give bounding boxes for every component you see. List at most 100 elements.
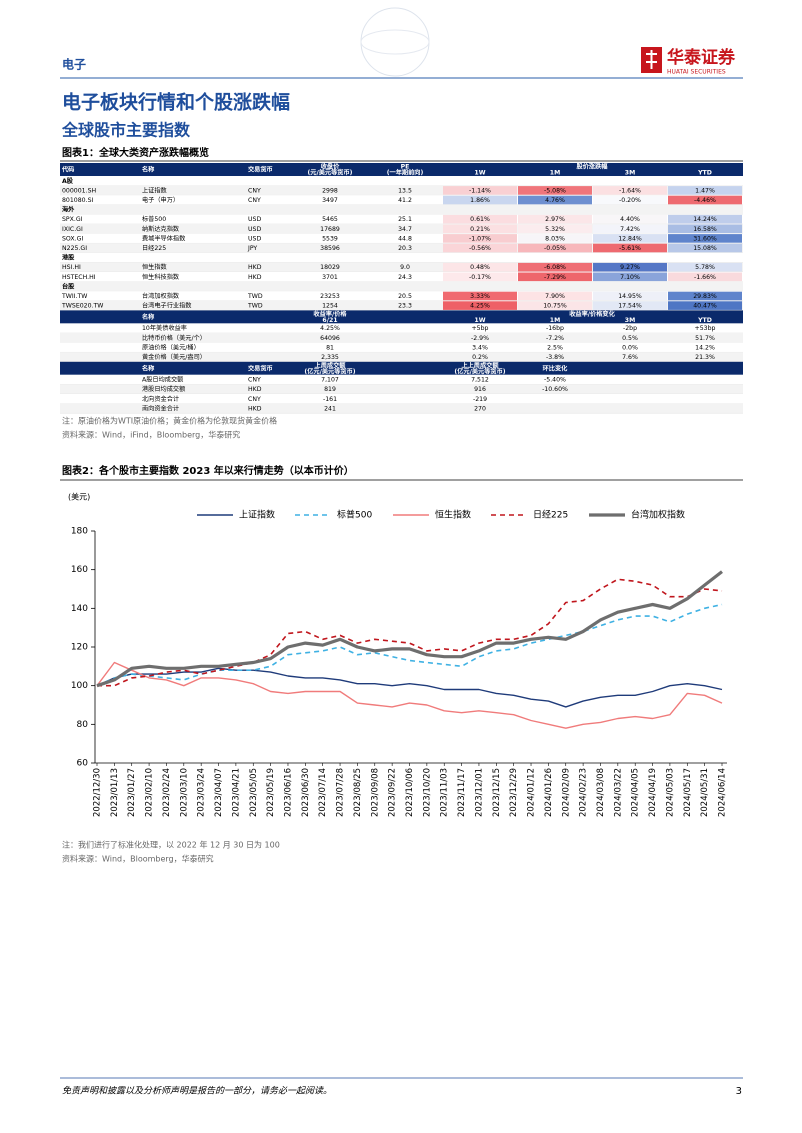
cell-change: 16.58% — [693, 226, 717, 233]
logo-text: 华泰证券 — [667, 47, 736, 68]
cell-name: 台湾加权指数 — [142, 292, 180, 300]
table-row — [60, 333, 743, 343]
cell-value: 4.25% — [320, 325, 340, 332]
heat-cell — [668, 186, 742, 195]
y-axis-label: (美元) — [68, 492, 90, 502]
group-label: A股 — [62, 177, 74, 185]
cell-name: 黄金价格（美元/盎司） — [142, 353, 206, 361]
cell-pe: 9.0 — [400, 264, 410, 271]
th: 6/21 — [322, 317, 337, 324]
cell-value: 64096 — [320, 335, 340, 342]
heat-cell — [593, 214, 667, 224]
cell-change: 3.33% — [470, 293, 490, 300]
table-row — [60, 224, 743, 234]
cell-change: -1.14% — [469, 187, 491, 194]
x-tick-label: 2023/03/10 — [179, 768, 189, 817]
heat-cell — [593, 234, 667, 243]
y-tick-label: 100 — [71, 681, 88, 691]
cell: 270 — [474, 405, 486, 412]
y-tick-label: 160 — [71, 565, 88, 575]
table-header — [60, 163, 743, 176]
table-header — [60, 310, 743, 324]
cell-change: 7.90% — [545, 293, 565, 300]
x-tick-label: 2023/04/07 — [214, 768, 224, 817]
cell-change: -5.61% — [619, 245, 641, 252]
cell-change: 7.10% — [620, 274, 640, 281]
decor-globe — [360, 29, 430, 55]
cell-change: 5.32% — [545, 226, 565, 233]
table-row — [60, 262, 743, 272]
section-title: 全球股市主要指数 — [61, 121, 191, 140]
heat-cell — [518, 224, 592, 234]
section-label: 电子 — [62, 57, 86, 72]
cell-change: -16bp — [546, 325, 564, 332]
cell-change: -0.05% — [544, 245, 566, 252]
cell-name: 纳斯达克指数 — [142, 225, 180, 233]
cell-pe: 20.5 — [398, 293, 412, 300]
cell-pe: 23.3 — [398, 303, 412, 310]
x-tick-label: 2023/09/22 — [388, 768, 398, 817]
heat-cell — [443, 262, 517, 272]
cell-change: 0.0% — [622, 344, 638, 351]
y-tick-label: 120 — [71, 643, 88, 653]
heat-cell — [668, 291, 742, 301]
x-tick-label: 2023/10/06 — [405, 768, 415, 817]
heat-cell — [443, 234, 517, 243]
cell-change: 14.2% — [695, 344, 715, 351]
table-row — [60, 384, 743, 394]
cell-name: 恒生科技指数 — [142, 273, 180, 281]
cell: 南向资金合计 — [142, 404, 179, 412]
cell-code: SPX.GI — [62, 216, 83, 223]
cell-change: -3.8% — [546, 354, 564, 361]
th: 代码 — [61, 166, 74, 174]
cell-change: -1.07% — [469, 235, 491, 242]
x-tick-label: 2023/03/24 — [197, 768, 207, 817]
heat-cell — [518, 291, 592, 301]
heat-cell — [443, 224, 517, 234]
x-tick-label: 2024/05/31 — [700, 768, 710, 817]
cell-value: 2,335 — [321, 354, 339, 361]
cell-change: 4.40% — [620, 216, 640, 223]
cell-code: IXIC.GI — [62, 226, 83, 233]
th: (一年期前向) — [387, 169, 424, 177]
cell-currency: HKD — [248, 274, 262, 281]
th: 上上周成交额 — [461, 361, 499, 369]
cell-change: -0.20% — [619, 197, 641, 204]
th: (元/美元等货币) — [307, 169, 352, 177]
heat-cell — [668, 234, 742, 243]
x-tick-label: 2024/04/05 — [631, 768, 641, 817]
x-tick-label: 2023/07/28 — [336, 768, 346, 817]
cell-close: 23253 — [320, 293, 340, 300]
cell-code: N225.GI — [62, 245, 87, 252]
cell-change: 14.24% — [693, 216, 717, 223]
th: 名称 — [142, 166, 155, 174]
heat-cell — [518, 214, 592, 224]
cell-change: -0.56% — [469, 245, 491, 252]
source: 资料来源：Wind，Bloomberg，华泰研究 — [62, 854, 214, 864]
cell-currency: TWD — [247, 293, 263, 300]
cell: -219 — [473, 396, 487, 403]
cell: CNY — [248, 396, 261, 403]
cell-change: +53bp — [695, 325, 716, 332]
cell-change: 29.83% — [693, 293, 717, 300]
cell-change: 9.27% — [620, 264, 640, 271]
x-tick-label: 2024/06/14 — [718, 768, 728, 817]
cell-pe: 20.3 — [398, 245, 412, 252]
cell: CNY — [248, 377, 261, 384]
group-label: 台股 — [62, 282, 75, 290]
table-row — [60, 342, 743, 353]
x-tick-label: 2023/09/08 — [370, 768, 380, 817]
x-tick-label: 2023/11/03 — [440, 768, 450, 817]
x-tick-label: 2023/12/15 — [492, 768, 502, 817]
table-header — [60, 361, 743, 375]
cell-pe: 41.2 — [398, 197, 412, 204]
x-tick-label: 2023/02/10 — [145, 768, 155, 817]
cell-code: 000001.SH — [62, 187, 97, 194]
heat-cell — [443, 291, 517, 301]
series-line — [96, 667, 723, 708]
cell-name: 电子（申万） — [142, 196, 179, 204]
cell-pe: 13.5 — [398, 187, 412, 194]
cell-currency: CNY — [248, 197, 261, 204]
